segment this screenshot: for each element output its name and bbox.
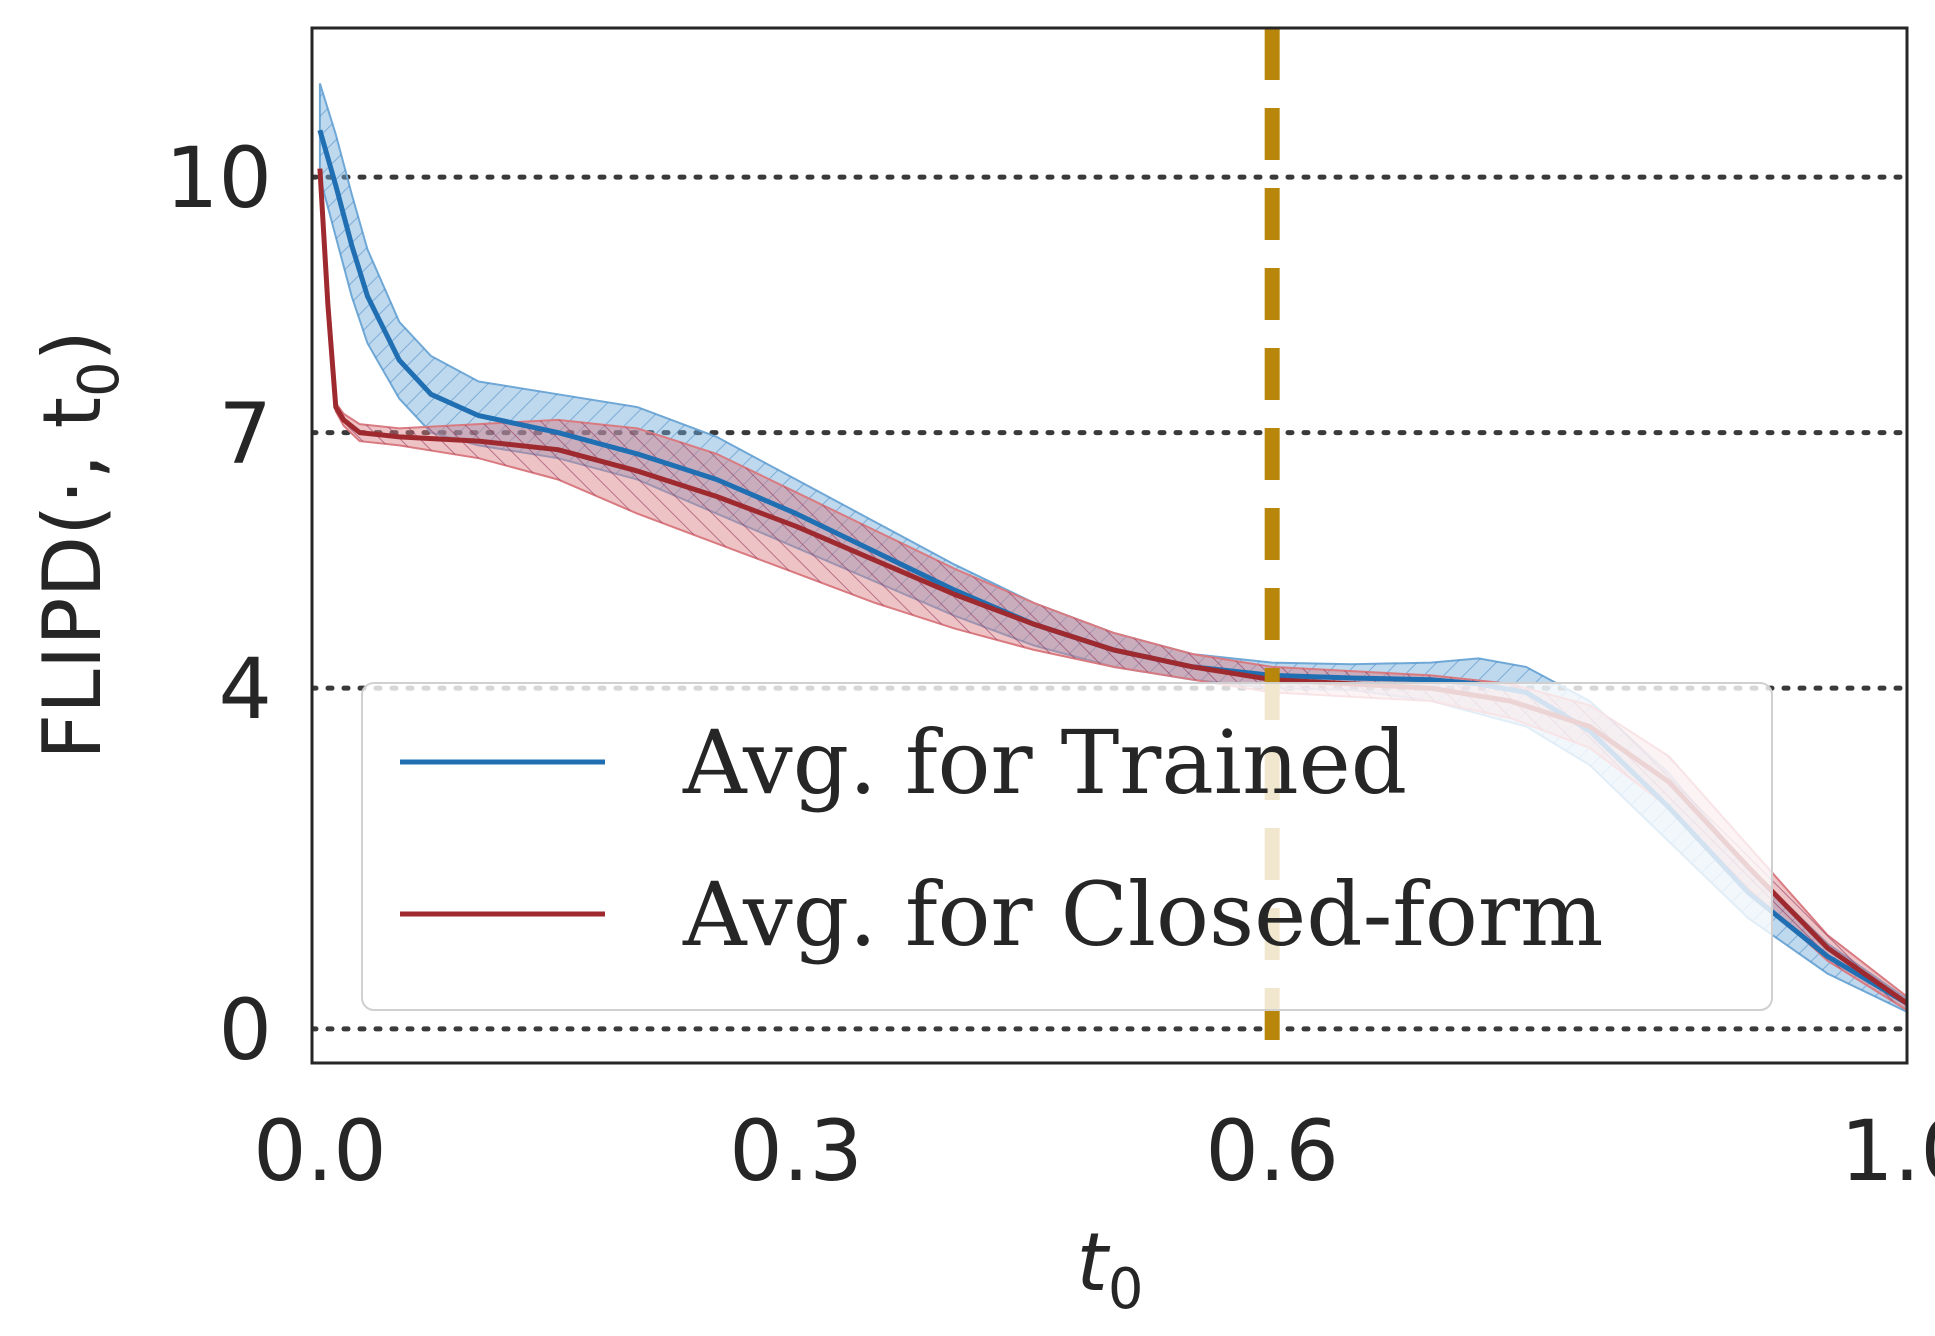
tick-labels: 0.0 0.3 0.6 1.0 0 4 7 10: [165, 129, 1935, 1200]
std-bands: [318, 83, 1907, 1014]
x-tick-label: 0.0: [253, 1102, 387, 1200]
legend-label-closed-form: Avg. for Closed-form: [682, 863, 1603, 966]
y-axis-label: FLIPD(·, t0): [26, 330, 132, 760]
x-axis-label: t0: [1076, 1216, 1143, 1322]
x-tick-label: 1.0: [1840, 1102, 1935, 1200]
legend-box: [361, 682, 1773, 1011]
y-tick-label: 7: [219, 385, 272, 483]
legend-label-trained: Avg. for Trained: [682, 711, 1407, 814]
x-tick-label: 0.6: [1205, 1102, 1339, 1200]
legend: Avg. for Trained Avg. for Closed-form: [361, 682, 1773, 1011]
y-tick-label: 10: [165, 129, 272, 227]
x-tick-label: 0.3: [729, 1102, 863, 1200]
plot-frame: [310, 26, 1909, 1065]
y-tick-label: 0: [219, 981, 272, 1079]
y-tick-label: 4: [219, 640, 272, 738]
